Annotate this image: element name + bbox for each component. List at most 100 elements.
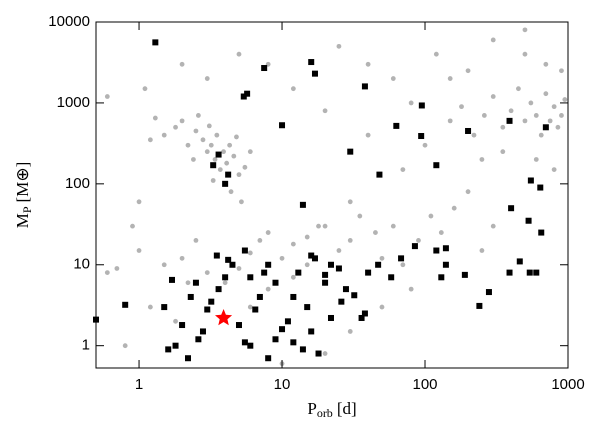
planet-square xyxy=(241,339,248,346)
planet-dot xyxy=(208,142,214,148)
planet-dot xyxy=(551,167,557,172)
planet-square xyxy=(506,117,513,124)
planet-dot xyxy=(147,304,153,310)
planet-square xyxy=(229,261,236,268)
planet-square xyxy=(516,258,523,265)
y-tick-label: 10 xyxy=(73,256,90,273)
planet-square xyxy=(272,336,279,343)
y-label-unit: [M⊕] xyxy=(13,162,32,203)
planet-dot xyxy=(195,113,201,118)
planet-dot xyxy=(551,104,557,110)
planet-dot xyxy=(147,137,153,143)
planet-dot xyxy=(336,248,342,253)
planet-dot xyxy=(347,238,353,243)
planet-square xyxy=(527,177,534,184)
planet-dot xyxy=(500,124,506,130)
planet-dot xyxy=(528,100,534,106)
planet-square xyxy=(192,279,199,286)
planet-dot xyxy=(490,94,496,99)
planet-dot xyxy=(130,223,135,229)
y-tick-label: 1 xyxy=(82,337,90,354)
planet-square xyxy=(215,151,222,158)
planet-square xyxy=(358,314,365,321)
planet-dot xyxy=(400,262,406,268)
planet-square xyxy=(442,245,449,252)
planet-dot xyxy=(447,118,453,124)
y-axis-label: MP [M⊕] xyxy=(13,162,34,229)
planet-dot xyxy=(481,113,487,118)
planet-dot xyxy=(204,76,210,81)
planet-dot xyxy=(193,238,199,243)
planet-dot xyxy=(465,68,471,74)
planet-dot xyxy=(200,137,206,143)
planet-square xyxy=(195,336,202,343)
planet-square xyxy=(376,171,383,178)
planet-square xyxy=(351,292,358,299)
planet-square xyxy=(315,350,322,357)
planet-square xyxy=(418,133,425,140)
planet-square xyxy=(418,102,425,109)
planet-dot xyxy=(236,51,242,57)
planet-dot xyxy=(322,108,328,114)
planet-dot xyxy=(224,160,230,166)
planet-dot xyxy=(336,43,342,49)
y-tick-label: 100 xyxy=(65,175,90,192)
planet-dot xyxy=(152,115,158,121)
planet-dot xyxy=(236,266,242,271)
planet-square xyxy=(290,293,297,300)
x-label-sub: orb xyxy=(317,406,333,420)
planet-dot xyxy=(390,223,396,229)
planet-square xyxy=(393,122,400,129)
planet-dot xyxy=(114,266,120,271)
planet-dot xyxy=(221,149,226,155)
planet-dot xyxy=(234,134,239,140)
planet-square xyxy=(213,252,220,259)
planet-dot xyxy=(479,157,485,162)
planet-dot xyxy=(239,199,244,205)
planet-dot xyxy=(247,250,253,256)
planet-dot xyxy=(290,274,296,280)
planet-square xyxy=(411,243,418,250)
planet-dot xyxy=(543,61,549,67)
planet-dot xyxy=(179,118,185,124)
planet-square xyxy=(161,304,168,311)
planet-square xyxy=(247,274,254,281)
planet-dot xyxy=(247,304,253,310)
planet-dot xyxy=(231,153,237,159)
planet-square xyxy=(308,252,315,259)
planet-square xyxy=(122,301,129,308)
planet-square xyxy=(542,124,549,131)
planet-square xyxy=(365,269,372,276)
planet-dot xyxy=(236,172,242,178)
planet-dot xyxy=(538,132,544,138)
planet-dot xyxy=(365,132,371,138)
plot-area xyxy=(93,27,568,367)
planet-dot xyxy=(222,280,228,286)
planet-square xyxy=(265,355,272,362)
planet-square xyxy=(375,261,382,268)
planet-dot xyxy=(212,157,218,162)
planet-dot xyxy=(290,86,296,92)
planet-dot xyxy=(206,123,212,129)
planet-dot xyxy=(142,86,148,92)
planet-dot xyxy=(490,223,496,229)
planet-dot xyxy=(522,118,528,124)
planet-dot xyxy=(214,132,220,138)
planet-dot xyxy=(322,351,328,356)
planet-square xyxy=(225,171,232,178)
planet-square xyxy=(244,90,251,97)
planet-square xyxy=(304,304,311,311)
planet-dot xyxy=(543,91,549,97)
planet-square xyxy=(204,306,211,313)
planet-dot xyxy=(379,304,385,310)
planet-square xyxy=(299,201,306,208)
planet-dot xyxy=(347,329,353,334)
planet-dot xyxy=(451,205,457,211)
planet-dot xyxy=(522,51,528,57)
planet-square xyxy=(476,302,483,309)
planet-dot xyxy=(408,100,414,106)
x-tick-label: 100 xyxy=(412,376,437,393)
planet-dot xyxy=(290,241,296,247)
planet-dot xyxy=(422,142,428,148)
planet-dot xyxy=(210,178,216,183)
